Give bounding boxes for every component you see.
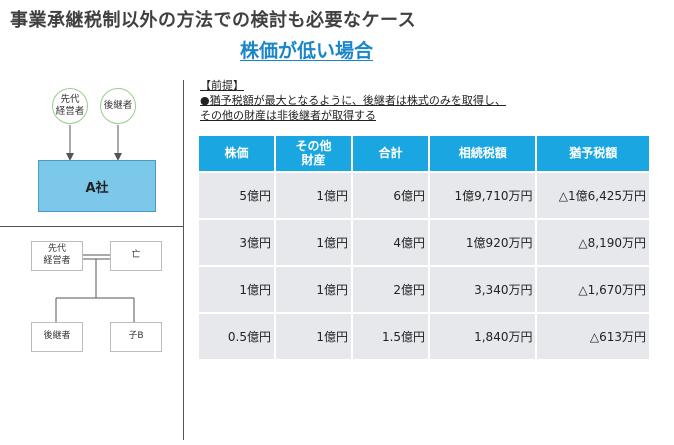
header-inheritance-tax: 相続税額 — [430, 136, 536, 171]
table-row: 0.5億円 1億円 1.5億円 1,840万円 △613万円 — [199, 314, 649, 359]
horizontal-divider — [0, 226, 183, 227]
table-row: 5億円 1億円 6億円 1億9,710万円 △1億6,425万円 — [199, 173, 649, 218]
cell-deferred-tax: △613万円 — [537, 314, 649, 359]
family-successor-box: 後継者 — [31, 322, 83, 352]
cell-other-assets: 1億円 — [276, 173, 352, 218]
premise-line-2: その他の財産は非後継者が取得する — [200, 109, 376, 122]
family-tree-lines — [55, 254, 135, 322]
page-subtitle: 株価が低い場合 — [240, 40, 374, 62]
ownership-arrows — [66, 125, 122, 161]
cell-inheritance-tax: 1,840万円 — [430, 314, 536, 359]
table-row: 3億円 1億円 4億円 1億920万円 △8,190万円 — [199, 220, 649, 265]
family-childb-box: 子B — [110, 322, 162, 352]
cell-total: 2億円 — [353, 267, 429, 312]
predecessor-circle: 先代 経営者 — [52, 88, 88, 124]
cell-deferred-tax: △8,190万円 — [537, 220, 649, 265]
cell-stock-price: 3億円 — [199, 220, 275, 265]
cell-deferred-tax: △1,670万円 — [537, 267, 649, 312]
table-row: 1億円 1億円 2億円 3,340万円 △1,670万円 — [199, 267, 649, 312]
table-header-row: 株価 その他 財産 合計 相続税額 猶予税額 — [199, 136, 649, 171]
cell-other-assets: 1億円 — [276, 314, 352, 359]
cell-deferred-tax: △1億6,425万円 — [537, 173, 649, 218]
header-stock-price: 株価 — [199, 136, 275, 171]
vertical-divider — [183, 80, 184, 440]
successor-circle: 後継者 — [100, 88, 136, 124]
cell-stock-price: 5億円 — [199, 173, 275, 218]
cell-total: 4億円 — [353, 220, 429, 265]
tax-table: 株価 その他 財産 合計 相続税額 猶予税額 5億円 1億円 6億円 1億9,7… — [197, 134, 651, 361]
cell-other-assets: 1億円 — [276, 220, 352, 265]
cell-inheritance-tax: 1億9,710万円 — [430, 173, 536, 218]
cell-other-assets: 1億円 — [276, 267, 352, 312]
company-box: A社 — [38, 160, 156, 212]
cell-total: 1.5億円 — [353, 314, 429, 359]
cell-stock-price: 0.5億円 — [199, 314, 275, 359]
cell-stock-price: 1億円 — [199, 267, 275, 312]
premise-note: 【前提】 ●猶予税額が最大となるように、後継者は株式のみを取得し、 その他の財産… — [200, 78, 506, 123]
family-predecessor-box: 先代 経営者 — [31, 241, 83, 271]
family-deceased-box: 亡 — [110, 241, 162, 271]
header-deferred-tax: 猶予税額 — [537, 136, 649, 171]
page-title: 事業承継税制以外の方法での検討も必要なケース — [10, 10, 417, 31]
cell-inheritance-tax: 3,340万円 — [430, 267, 536, 312]
premise-header: 【前提】 — [200, 79, 244, 92]
premise-line-1: ●猶予税額が最大となるように、後継者は株式のみを取得し、 — [200, 94, 506, 107]
header-other-assets: その他 財産 — [276, 136, 352, 171]
header-total: 合計 — [353, 136, 429, 171]
cell-inheritance-tax: 1億920万円 — [430, 220, 536, 265]
cell-total: 6億円 — [353, 173, 429, 218]
